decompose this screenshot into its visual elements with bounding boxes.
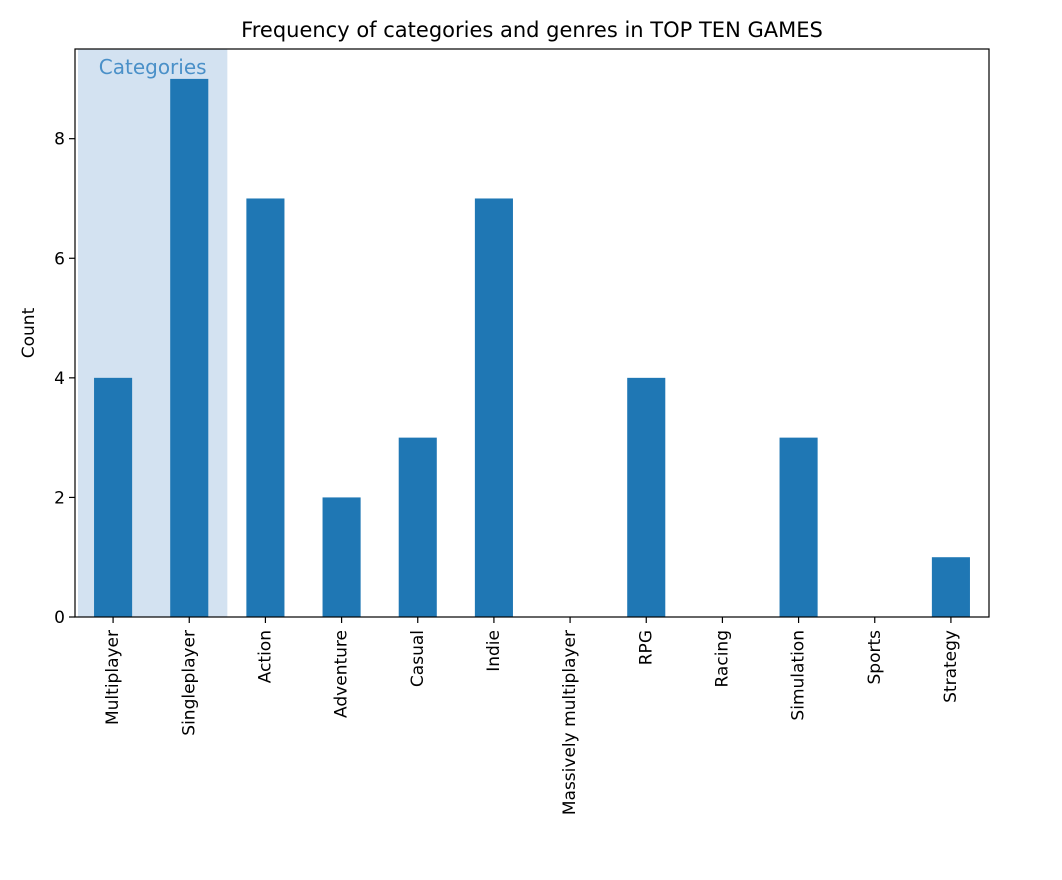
- y-tick-label: 0: [54, 608, 65, 628]
- x-tick-label: Multiplayer: [103, 630, 123, 725]
- x-tick-label: Racing: [712, 630, 732, 688]
- bar-indie: [474, 198, 513, 617]
- chart-title: Frequency of categories and genres in TO…: [241, 18, 823, 42]
- bar-singleplayer: [170, 78, 209, 618]
- x-tick-label: RPG: [636, 630, 656, 665]
- y-axis-ticks: 0 2 4 6 8: [54, 130, 75, 628]
- x-axis-ticks: Multiplayer Singleplayer Action Adventure Ca…: [103, 617, 961, 815]
- y-tick-label: 8: [54, 130, 65, 150]
- x-tick-label: Indie: [484, 630, 504, 672]
- x-tick-label: Casual: [408, 630, 428, 687]
- bar-casual: [398, 437, 437, 617]
- bar-action: [246, 198, 285, 617]
- y-tick-label: 4: [54, 369, 65, 389]
- y-axis-label: Count: [19, 307, 39, 358]
- bar-adventure: [322, 497, 361, 617]
- x-tick-label: Sports: [865, 630, 885, 685]
- x-tick-label: Action: [255, 630, 275, 683]
- bar-multiplayer: [94, 377, 133, 617]
- bar-rpg: [627, 377, 666, 617]
- bar-strategy: [931, 557, 970, 617]
- categories-highlight-label: Categories: [99, 55, 207, 79]
- x-tick-label: Strategy: [941, 630, 961, 703]
- y-tick-label: 2: [54, 488, 65, 508]
- bar-simulation: [779, 437, 818, 617]
- x-tick-label: Simulation: [789, 630, 809, 721]
- x-tick-label: Singleplayer: [179, 630, 199, 736]
- y-tick-label: 6: [54, 249, 65, 269]
- bars-group: [94, 78, 970, 618]
- x-tick-label: Massively multiplayer: [560, 630, 580, 815]
- x-tick-label: Adventure: [332, 630, 352, 718]
- plot-frame: [74, 48, 990, 618]
